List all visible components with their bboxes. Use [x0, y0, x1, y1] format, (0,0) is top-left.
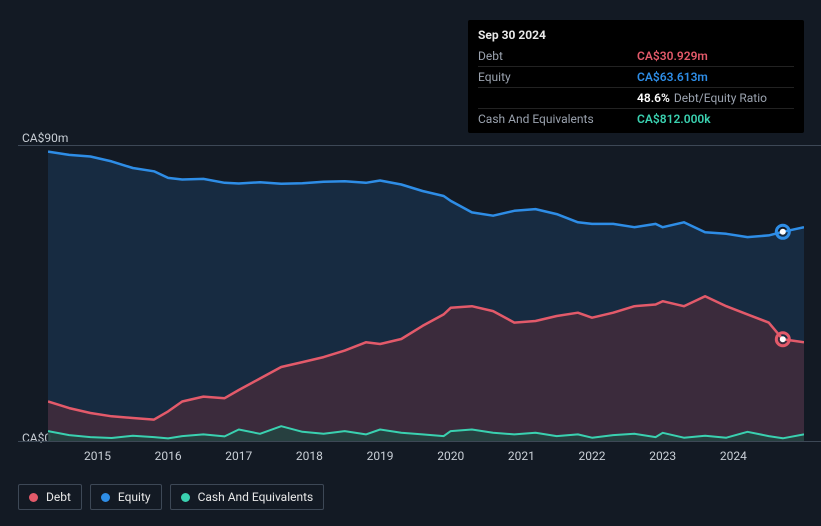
tooltip-row-label: Debt [478, 46, 637, 67]
tooltip-row: EquityCA$63.613m [478, 67, 794, 88]
debt-equity-area-chart [48, 145, 804, 441]
tooltip-row: 48.6%Debt/Equity Ratio [478, 88, 794, 109]
marker-dot-equity [780, 229, 786, 235]
marker-dot-debt [780, 336, 786, 342]
tooltip-date: Sep 30 2024 [478, 26, 794, 44]
x-tick: 2016 [155, 449, 182, 463]
x-tick: 2021 [508, 449, 535, 463]
tooltip: Sep 30 2024 DebtCA$30.929mEquityCA$63.61… [468, 20, 804, 133]
legend: Debt Equity Cash And Equivalents [18, 484, 324, 510]
tooltip-row-value: 48.6%Debt/Equity Ratio [637, 88, 794, 109]
legend-label: Debt [46, 490, 71, 504]
chart-bottom-border [18, 441, 821, 442]
legend-dot [29, 493, 38, 502]
x-tick: 2022 [579, 449, 606, 463]
x-tick: 2023 [649, 449, 676, 463]
x-tick: 2017 [225, 449, 252, 463]
legend-item-debt[interactable]: Debt [18, 484, 82, 510]
x-tick: 2024 [720, 449, 747, 463]
tooltip-row-label: Equity [478, 67, 637, 88]
legend-label: Equity [118, 490, 151, 504]
x-tick: 2020 [437, 449, 464, 463]
legend-item-cash-and-equivalents[interactable]: Cash And Equivalents [170, 484, 325, 510]
legend-item-equity[interactable]: Equity [90, 484, 162, 510]
tooltip-row-value: CA$30.929m [637, 46, 794, 67]
y-axis-min-label: CA$0 [22, 431, 51, 445]
tooltip-table: DebtCA$30.929mEquityCA$63.613m48.6%Debt/… [478, 46, 794, 129]
tooltip-row: Cash And EquivalentsCA$812.000k [478, 109, 794, 130]
tooltip-row-value: CA$63.613m [637, 67, 794, 88]
x-tick: 2015 [84, 449, 111, 463]
x-tick: 2019 [367, 449, 394, 463]
tooltip-row-value: CA$812.000k [637, 109, 794, 130]
y-axis-max-label: CA$90m [22, 131, 68, 145]
tooltip-row-label [478, 88, 637, 109]
legend-dot [101, 493, 110, 502]
tooltip-row: DebtCA$30.929m [478, 46, 794, 67]
legend-dot [181, 493, 190, 502]
legend-label: Cash And Equivalents [198, 490, 314, 504]
tooltip-row-label: Cash And Equivalents [478, 109, 637, 130]
x-tick: 2018 [296, 449, 323, 463]
